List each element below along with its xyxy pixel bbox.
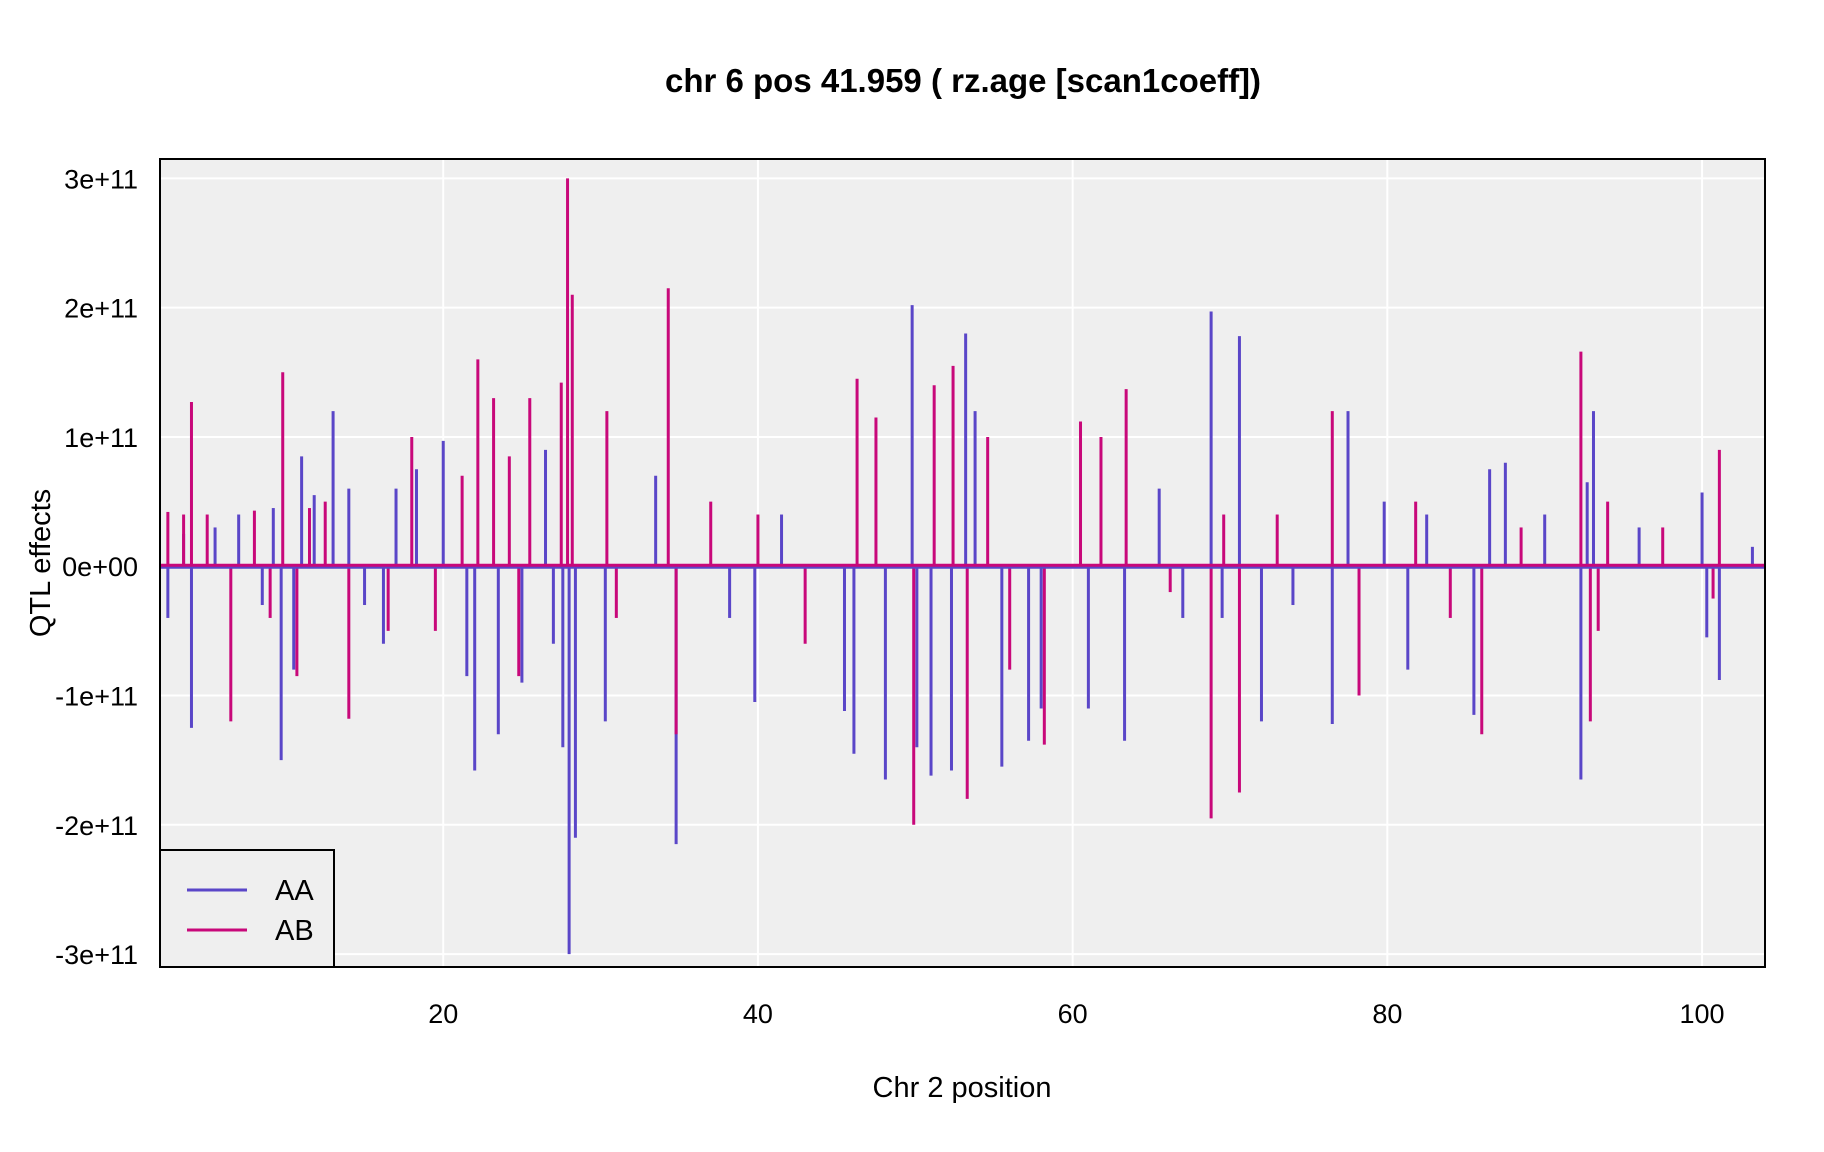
y-tick-label: 1e+11 [64, 423, 138, 453]
plot-frame [159, 158, 1766, 968]
y-tick-label: -2e+11 [55, 811, 138, 841]
x-tick-label: 100 [1680, 999, 1725, 1029]
series-aa [166, 305, 1754, 955]
y-tick-label: 0e+00 [62, 552, 138, 582]
y-tick-label: -1e+11 [55, 682, 138, 712]
plot-area [160, 159, 1765, 967]
y-axis-ticks: -3e+11 -2e+11 -1e+11 0e+00 1e+11 2e+11 3e+11 [55, 164, 138, 970]
x-tick-label: 80 [1372, 999, 1402, 1029]
x-tick-label: 40 [743, 999, 773, 1029]
y-axis-label: QTL effects [25, 489, 57, 637]
y-tick-label: 2e+11 [64, 294, 138, 324]
legend: AA AB [159, 849, 335, 968]
x-axis-label: Chr 2 position [873, 1072, 1052, 1104]
series-layer [166, 178, 1754, 955]
chart-title: chr 6 pos 41.959 ( rz.age [scan1coeff]) [665, 62, 1261, 99]
x-tick-label: 20 [428, 999, 458, 1029]
y-tick-label: -3e+11 [55, 940, 138, 970]
x-tick-label: 60 [1058, 999, 1088, 1029]
legend-label-aa: AA [275, 875, 314, 907]
legend-label-ab: AB [275, 915, 314, 947]
zero-baseline-layer [160, 563, 1765, 569]
x-axis-ticks: 20 40 60 80 100 [428, 999, 1724, 1029]
y-tick-label: 3e+11 [64, 164, 138, 194]
series-ab [166, 178, 1721, 825]
legend-box [159, 849, 335, 968]
